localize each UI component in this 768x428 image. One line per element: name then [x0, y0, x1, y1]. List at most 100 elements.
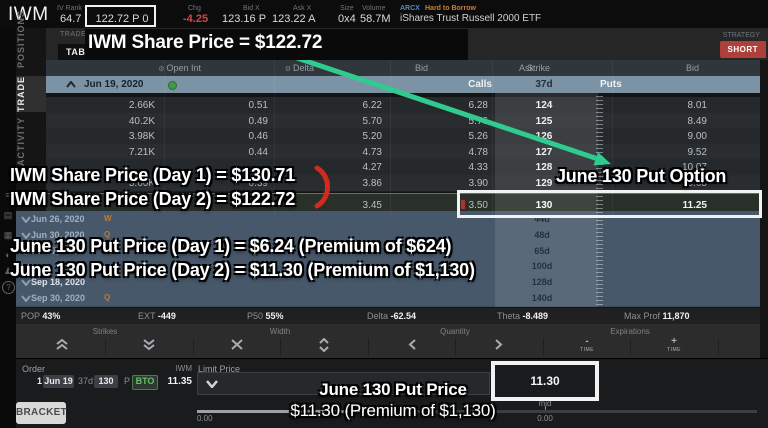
cell-bid[interactable]: 3.45: [362, 200, 382, 211]
strategy-short-button[interactable]: SHORT: [719, 41, 766, 58]
traders-icon[interactable]: ♟: [3, 266, 13, 276]
expiration-header-jun19[interactable]: Jun 19, 2020 Calls 37d Puts: [46, 76, 760, 93]
cell-put-bid[interactable]: 11.25: [682, 200, 707, 211]
expiration-row-100d[interactable]: 100d: [16, 258, 760, 275]
expand-vertical-icon: [319, 337, 329, 353]
chevron-down-icon[interactable]: [21, 248, 31, 255]
chevron-down-icon[interactable]: [21, 232, 31, 239]
ext-stat: EXT -449: [138, 311, 176, 321]
pop-stat: POP 43%: [21, 311, 61, 321]
cell-ask[interactable]: 3.50: [468, 200, 488, 211]
tab-curve[interactable]: CURVE: [116, 47, 150, 57]
dte-label: 65d: [534, 246, 550, 256]
strike-ruler[interactable]: [596, 60, 603, 307]
quarterly-flag: Q: [104, 230, 111, 239]
cell-put-bid[interactable]: 8.49: [687, 116, 707, 127]
slider-mid-value: 0.00: [537, 414, 553, 423]
chevron-down-icon[interactable]: [21, 216, 31, 223]
cell-open-int: 3.60K: [128, 178, 155, 189]
expiration-row-jun30[interactable]: Jun 30, 2020 Q 48d: [16, 227, 760, 244]
size-label: Size: [340, 5, 354, 12]
instrument-name: iShares Trust Russell 2000 ETF: [400, 13, 542, 24]
tab-pairs[interactable]: PAIRS: [206, 47, 236, 57]
quantity-label: Quantity: [440, 327, 470, 336]
clock-icon[interactable]: ◐: [5, 250, 11, 260]
sidebar-item-activity[interactable]: ACTIVITY: [16, 116, 26, 166]
add-expiration-button[interactable]: + TIME: [667, 336, 681, 354]
chevron-down-icon[interactable]: [21, 295, 31, 302]
watchlist-icon[interactable]: ≡: [5, 190, 11, 200]
order-side-chip[interactable]: BTO: [132, 375, 158, 390]
cell-bid[interactable]: 4.73: [362, 147, 382, 158]
chevron-down-icon[interactable]: [21, 263, 31, 270]
width-widen-button[interactable]: [309, 337, 339, 356]
cell-strike: 128: [535, 162, 553, 173]
gear-icon[interactable]: ⚙: [158, 66, 165, 73]
chain-row-128[interactable]: 4.27 4.33 128 10.07: [46, 159, 760, 176]
limit-price-value[interactable]: 11.30: [530, 374, 560, 388]
tab-analysis[interactable]: ANALYSIS: [246, 47, 295, 57]
limit-price-dropdown[interactable]: [197, 372, 490, 395]
cell-delta: 0.44: [248, 147, 268, 158]
width-narrow-button[interactable]: [222, 338, 252, 356]
cell-bid[interactable]: 3.86: [362, 178, 382, 189]
delta-stat: Delta -62.54: [367, 311, 417, 321]
cell-bid[interactable]: 5.70: [362, 116, 382, 127]
chain-row-129[interactable]: 3.60K 0.39 3.86 3.90 129 10.65: [46, 175, 760, 192]
chevron-down-icon[interactable]: [21, 279, 31, 286]
cell-put-bid[interactable]: 8.01: [687, 100, 707, 111]
tab-table[interactable]: TABLE: [58, 44, 106, 60]
cell-open-int: 40.2K: [128, 116, 155, 127]
strikes-more-button[interactable]: [134, 338, 164, 356]
cell-ask[interactable]: 3.90: [468, 178, 488, 189]
gear-icon[interactable]: ⚙: [284, 66, 291, 73]
cell-ask[interactable]: 6.28: [468, 100, 488, 111]
remove-expiration-button[interactable]: - TIME: [580, 336, 594, 354]
chevron-up-icon[interactable]: [66, 81, 76, 88]
size-value: 0x4: [338, 13, 356, 25]
cell-put-bid[interactable]: 9.52: [687, 147, 707, 158]
price-slider-track[interactable]: [197, 410, 757, 413]
cell-ask[interactable]: 5.26: [468, 131, 488, 142]
col-open-int[interactable]: ⚙ Open Int: [158, 63, 201, 73]
slider-mid-label: mid: [538, 399, 552, 408]
cell-put-bid[interactable]: 10.07: [681, 162, 707, 173]
chain-row-126[interactable]: 3.98K 0.46 5.20 5.26 126 9.00: [46, 128, 760, 145]
strikes-label: Strikes: [92, 327, 118, 336]
expiration-row-sep18[interactable]: Sep 18, 2020 128d: [16, 274, 760, 291]
cell-bid[interactable]: 6.22: [362, 100, 382, 111]
col-bid[interactable]: Bid: [414, 63, 428, 73]
strikes-less-button[interactable]: [47, 338, 77, 356]
cell-strike: 130: [535, 200, 553, 211]
cell-ask[interactable]: 4.78: [468, 147, 488, 158]
ticker-symbol[interactable]: IWM: [8, 4, 49, 25]
order-qty[interactable]: 1: [37, 376, 43, 386]
order-expiration-chip[interactable]: Jun 19: [43, 375, 74, 388]
col-strike[interactable]: Strike: [527, 63, 551, 73]
help-icon[interactable]: ?: [2, 281, 15, 294]
cell-ask[interactable]: 4.33: [468, 162, 488, 173]
cell-ask[interactable]: 5.76: [468, 116, 488, 127]
quantity-increase-button[interactable]: [484, 338, 514, 356]
expiration-row-sep30[interactable]: Sep 30, 2020 Q 140d: [16, 290, 760, 307]
bracket-button[interactable]: BRACKET: [16, 402, 67, 424]
cell-put-bid[interactable]: 10.65: [681, 178, 707, 189]
col-put-bid[interactable]: Bid: [686, 63, 700, 73]
sidebar-item-positions[interactable]: POSITIONS: [16, 9, 26, 68]
order-dte: 37d: [78, 376, 94, 386]
expiration-date: Sep 30, 2020: [31, 293, 86, 303]
sidebar-item-trade[interactable]: TRADE: [16, 76, 46, 112]
col-delta[interactable]: ⚙ Delta: [284, 63, 314, 73]
cell-put-bid[interactable]: 9.00: [687, 131, 707, 142]
expiration-row-jun26[interactable]: Jun 26, 2020 W 44d: [16, 211, 760, 228]
order-strike-chip[interactable]: 130: [94, 375, 118, 388]
iv-rank-value: 64.7: [60, 13, 82, 25]
order-type[interactable]: P: [124, 376, 131, 386]
chain-row-124[interactable]: 2.66K 0.51 6.22 6.28 124 8.01: [46, 97, 760, 114]
quantity-decrease-button[interactable]: [397, 338, 427, 356]
cell-bid[interactable]: 4.27: [362, 162, 382, 173]
grid-icon[interactable]: ▦: [3, 230, 13, 240]
calls-label: Calls: [468, 79, 492, 90]
cell-bid[interactable]: 5.20: [362, 131, 382, 142]
journal-icon[interactable]: ▤: [3, 210, 13, 220]
